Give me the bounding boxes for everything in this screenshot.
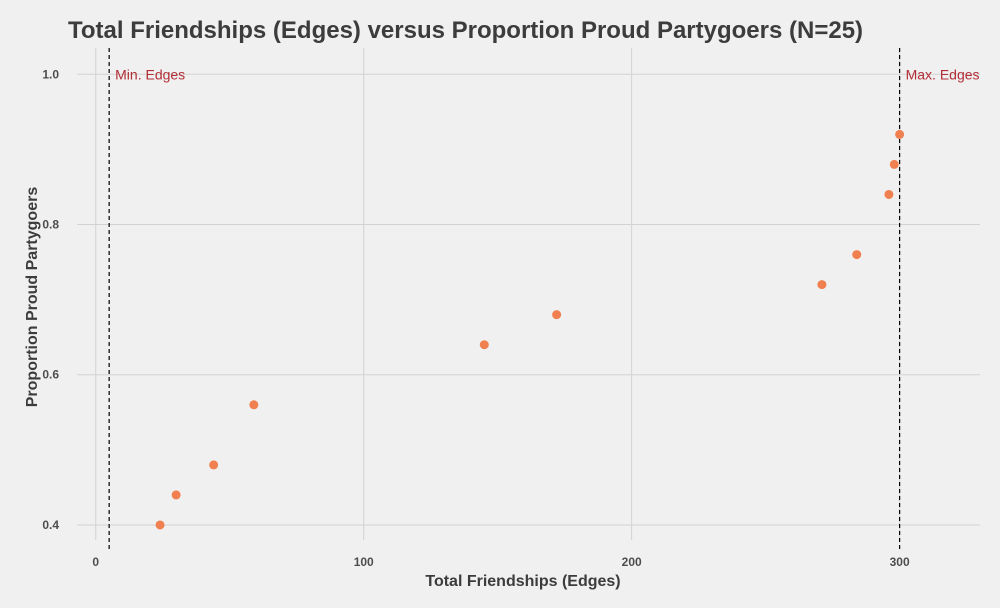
chart-title: Total Friendships (Edges) versus Proport…	[68, 17, 863, 44]
data-point	[249, 400, 259, 410]
reference-line-label: Max. Edges	[906, 66, 980, 82]
data-point	[889, 159, 899, 169]
reference-lines: Min. Edges Max. Edges	[108, 48, 980, 550]
x-tick-label: 200	[622, 555, 642, 569]
data-point	[171, 490, 181, 500]
data-point	[817, 280, 827, 290]
y-tick-label: 0.6	[42, 368, 59, 382]
data-point	[852, 250, 862, 260]
data-point	[884, 189, 894, 199]
data-points	[155, 129, 905, 530]
x-tick-label: 0	[92, 555, 99, 569]
y-tick-label: 0.8	[42, 218, 59, 232]
y-tick-labels: 0.4 0.6 0.8 1.0	[42, 67, 59, 532]
x-axis-title: Total Friendships (Edges)	[425, 573, 620, 590]
grid-lines	[77, 48, 980, 540]
reference-line-label: Min. Edges	[115, 66, 185, 82]
y-tick-label: 1.0	[42, 67, 59, 81]
data-point	[155, 520, 165, 530]
x-tick-label: 300	[890, 555, 910, 569]
data-point	[895, 129, 905, 139]
data-point	[209, 460, 219, 470]
y-tick-label: 0.4	[42, 518, 59, 532]
data-point	[552, 310, 562, 320]
x-tick-labels: 0 100 200 300	[92, 555, 910, 569]
data-point	[479, 340, 489, 350]
x-tick-label: 100	[354, 555, 374, 569]
y-axis-title: Proportion Proud Partygoers	[24, 187, 41, 408]
